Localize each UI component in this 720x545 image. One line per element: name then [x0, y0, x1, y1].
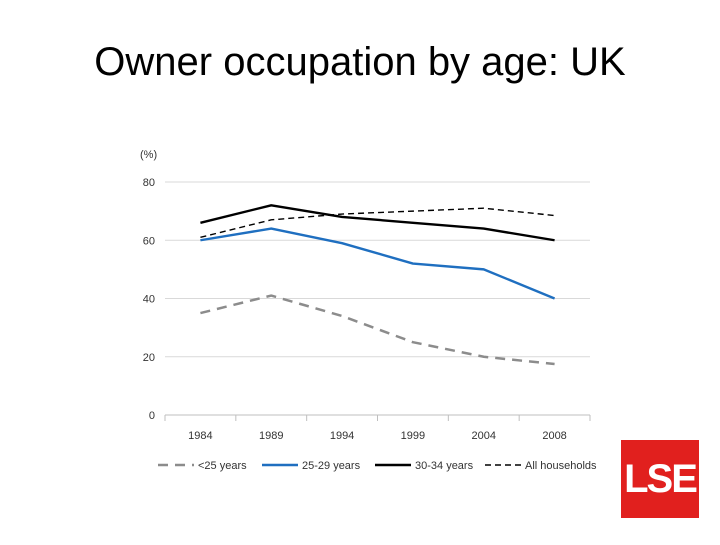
slide-title: Owner occupation by age: UK [94, 40, 626, 84]
lse-logo: LSE [621, 440, 699, 518]
y-tick-label: 20 [143, 352, 155, 364]
series-line [200, 227, 556, 300]
y-tick-label: 0 [149, 410, 155, 422]
legend-label: 30-34 years [415, 460, 474, 472]
y-tick-label: 60 [143, 235, 155, 247]
y-tick-label: 80 [143, 177, 155, 189]
legend-label: <25 years [198, 460, 247, 472]
y-tick-label: 40 [143, 294, 155, 306]
series-line [200, 204, 555, 242]
series-line [200, 294, 555, 366]
x-tick-label: 1989 [259, 430, 283, 442]
series-line [200, 207, 555, 239]
legend-label: All households [525, 460, 597, 472]
legend-label: 25-29 years [302, 460, 361, 472]
x-tick-label: 1999 [401, 430, 425, 442]
x-tick-label: 1984 [188, 430, 212, 442]
x-tick-label: 2008 [542, 430, 566, 442]
x-tick-label: 2004 [472, 430, 496, 442]
y-axis-label: (%) [140, 149, 157, 161]
x-tick-label: 1994 [330, 430, 354, 442]
